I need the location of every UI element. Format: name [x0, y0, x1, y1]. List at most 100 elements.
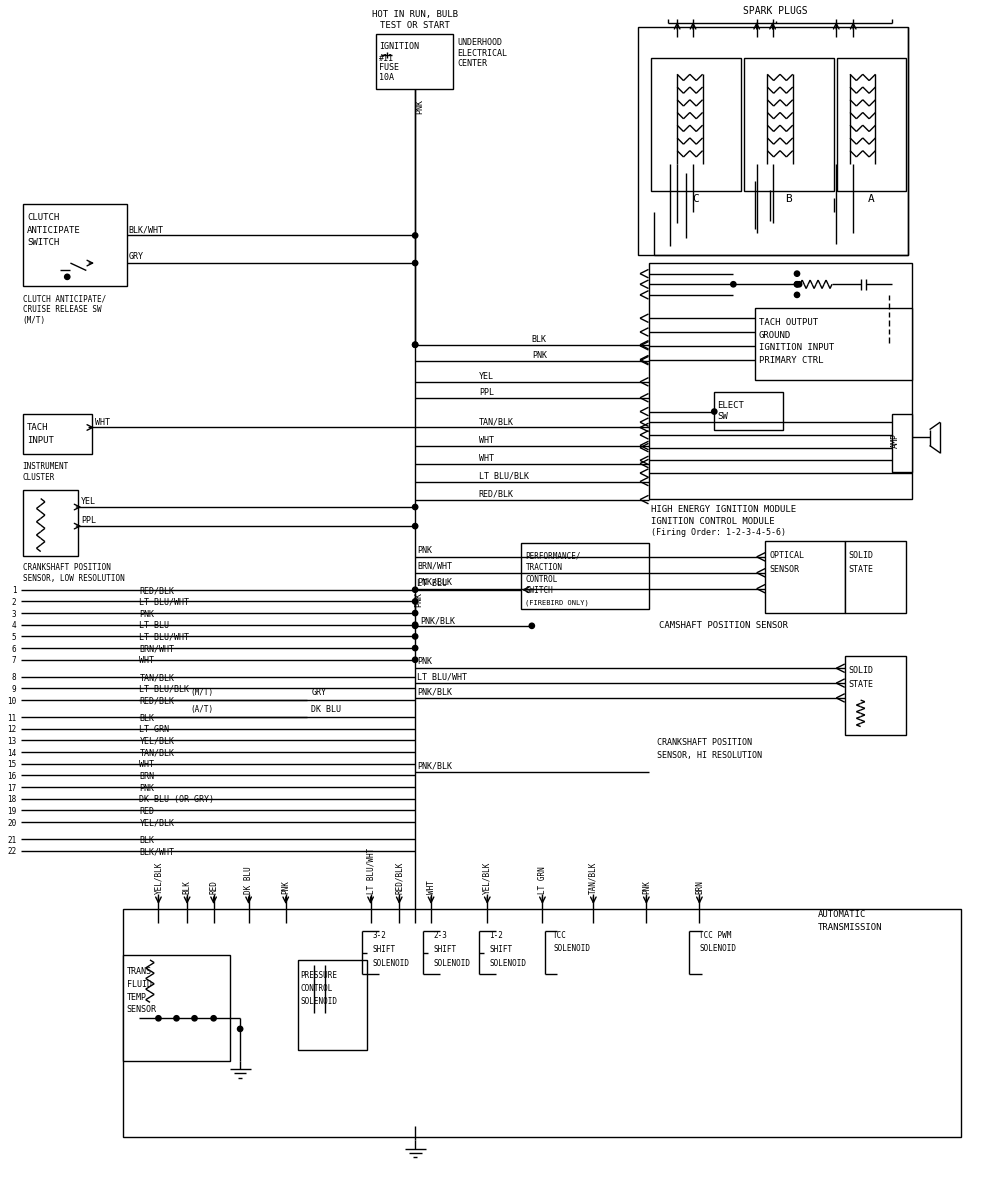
- Text: PRIMARY CTRL: PRIMARY CTRL: [759, 356, 823, 365]
- Text: PNK: PNK: [414, 592, 423, 607]
- Text: YEL/BLK: YEL/BLK: [154, 861, 163, 895]
- Text: YEL/BLK: YEL/BLK: [139, 737, 174, 746]
- Bar: [23, 413, 92, 454]
- Circle shape: [796, 282, 802, 287]
- Text: DK BLU: DK BLU: [311, 706, 341, 714]
- Circle shape: [211, 1016, 216, 1020]
- Text: YEL/BLK: YEL/BLK: [139, 819, 174, 828]
- Text: BLK: BLK: [183, 880, 192, 895]
- Text: SOLENOID: SOLENOID: [699, 943, 736, 953]
- Text: 18: 18: [7, 795, 16, 804]
- Text: TAN/BLK: TAN/BLK: [139, 674, 174, 682]
- Text: INSTRUMENT: INSTRUMENT: [23, 462, 69, 472]
- Text: 7: 7: [12, 656, 16, 665]
- Text: PNK: PNK: [281, 880, 290, 895]
- Text: LT BLU/BLK: LT BLU/BLK: [479, 472, 529, 481]
- Text: 9: 9: [12, 685, 16, 694]
- Text: SHIFT: SHIFT: [489, 944, 513, 954]
- Bar: [744, 58, 834, 191]
- Bar: [638, 26, 908, 254]
- Circle shape: [412, 624, 418, 628]
- Text: AUTOMATIC: AUTOMATIC: [818, 910, 867, 918]
- Text: GROUND: GROUND: [759, 330, 791, 340]
- Text: 11: 11: [7, 714, 16, 722]
- Bar: [837, 58, 906, 191]
- Text: RED/BLK: RED/BLK: [395, 861, 404, 895]
- Circle shape: [65, 274, 70, 279]
- Text: PNK: PNK: [417, 657, 432, 666]
- Text: AMP: AMP: [891, 432, 900, 448]
- Text: LT BLU/WHT: LT BLU/WHT: [366, 848, 375, 895]
- Text: 1-2: 1-2: [489, 931, 503, 940]
- Text: 12: 12: [7, 725, 16, 734]
- Text: LT GRN: LT GRN: [538, 866, 547, 895]
- Text: LT GRN: LT GRN: [139, 725, 169, 734]
- Text: SW: SW: [717, 412, 728, 422]
- Text: PNK: PNK: [642, 880, 651, 895]
- Circle shape: [794, 282, 800, 287]
- Bar: [755, 308, 912, 380]
- Text: HIGH ENERGY IGNITION MODULE: HIGH ENERGY IGNITION MODULE: [651, 505, 796, 513]
- Text: C: C: [692, 195, 699, 204]
- Text: UNDERHOOD: UNDERHOOD: [458, 38, 503, 48]
- Text: TRACTION: TRACTION: [525, 563, 562, 571]
- Text: 13: 13: [7, 737, 16, 746]
- Text: SOLENOID: SOLENOID: [301, 997, 338, 1006]
- Circle shape: [192, 1016, 197, 1020]
- Circle shape: [412, 587, 418, 593]
- Text: GRY: GRY: [311, 688, 326, 697]
- Text: #11: #11: [379, 53, 394, 63]
- Bar: [123, 909, 961, 1137]
- Circle shape: [412, 233, 418, 238]
- Circle shape: [237, 1026, 243, 1031]
- Text: DK BLU (OR GRY): DK BLU (OR GRY): [139, 795, 214, 804]
- Text: (A/T): (A/T): [190, 706, 213, 714]
- Text: SHIFT: SHIFT: [373, 944, 396, 954]
- Text: PNK/BLK: PNK/BLK: [417, 577, 452, 587]
- Text: 2-3: 2-3: [433, 931, 447, 940]
- Text: SENSOR: SENSOR: [769, 565, 799, 574]
- Text: ANTICIPATE: ANTICIPATE: [27, 226, 81, 235]
- Text: WHT: WHT: [95, 418, 110, 426]
- Circle shape: [412, 599, 418, 604]
- Text: SENSOR, LOW RESOLUTION: SENSOR, LOW RESOLUTION: [23, 574, 124, 582]
- Bar: [649, 263, 912, 499]
- Text: TAN/BLK: TAN/BLK: [479, 418, 514, 426]
- Text: CONTROL: CONTROL: [525, 575, 558, 583]
- Text: SOLID: SOLID: [848, 665, 873, 675]
- Text: CENTER: CENTER: [458, 59, 488, 68]
- Text: BRN: BRN: [695, 880, 704, 895]
- Text: TACH: TACH: [27, 423, 48, 432]
- Circle shape: [412, 505, 418, 510]
- Text: RED/BLK: RED/BLK: [139, 696, 174, 706]
- Text: (FIREBIRD ONLY): (FIREBIRD ONLY): [525, 599, 589, 606]
- Text: STATE: STATE: [848, 680, 873, 689]
- Text: PNK/BLK: PNK/BLK: [417, 687, 452, 696]
- Text: TACH OUTPUT: TACH OUTPUT: [759, 318, 818, 327]
- Text: STATE: STATE: [848, 565, 873, 574]
- Text: PNK/BLK: PNK/BLK: [420, 617, 455, 625]
- Circle shape: [412, 260, 418, 266]
- Text: SOLENOID: SOLENOID: [433, 959, 470, 968]
- Text: GRY: GRY: [129, 252, 144, 261]
- Text: SENSOR, HI RESOLUTION: SENSOR, HI RESOLUTION: [657, 751, 762, 760]
- Text: BLK: BLK: [532, 335, 547, 345]
- Text: FLUID: FLUID: [127, 980, 152, 988]
- Text: BLK: BLK: [139, 835, 154, 845]
- Text: 17: 17: [7, 784, 16, 792]
- Text: RED: RED: [139, 807, 154, 816]
- Text: PNK: PNK: [139, 609, 154, 619]
- Text: BLK: BLK: [139, 714, 154, 722]
- Text: 20: 20: [7, 819, 16, 828]
- Bar: [23, 489, 78, 556]
- Text: PNK/BLK: PNK/BLK: [417, 762, 452, 770]
- Text: DK BLU: DK BLU: [244, 866, 253, 895]
- Text: RED/BLK: RED/BLK: [139, 587, 174, 595]
- Bar: [23, 203, 127, 286]
- Bar: [651, 58, 741, 191]
- Bar: [845, 541, 906, 613]
- Text: ELECT: ELECT: [717, 400, 744, 410]
- Text: 4: 4: [12, 621, 16, 631]
- Text: PPL: PPL: [81, 517, 96, 525]
- Text: LT BLU: LT BLU: [417, 579, 447, 588]
